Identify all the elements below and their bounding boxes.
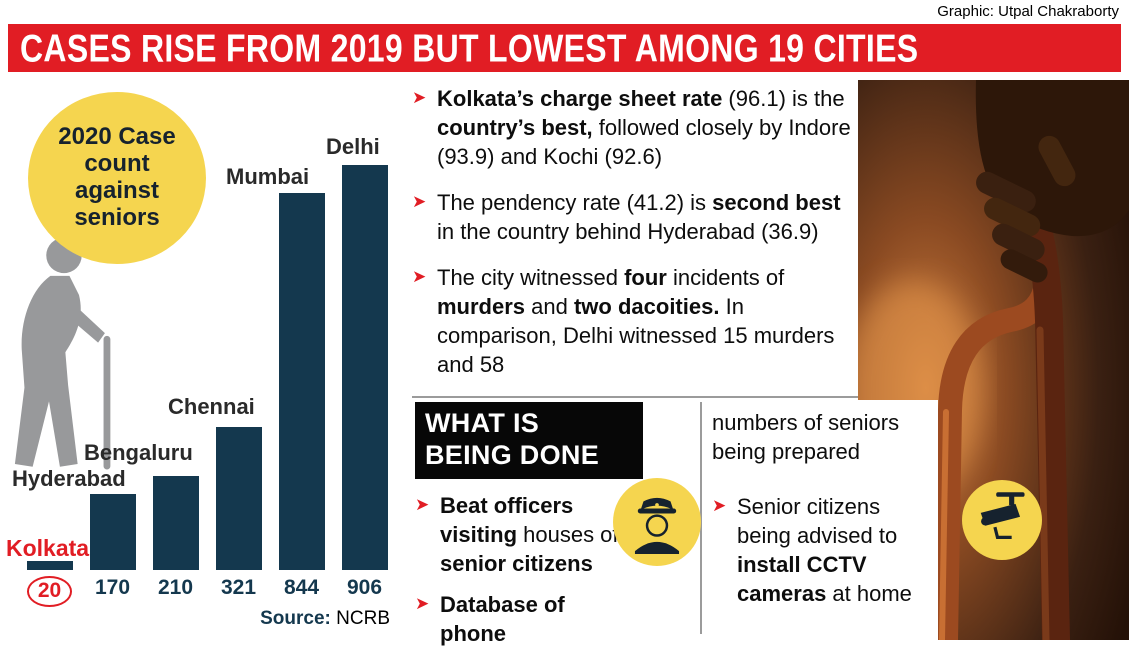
hands-canes-illustration [858,80,1129,640]
fact-text: The pendency rate (41.2) is second best … [437,190,841,245]
bar-bengaluru [152,476,199,570]
action-bullet-cctv: ➤ Senior citizens being advised to insta… [712,492,936,608]
bar-label-bengaluru: Bengaluru [84,440,193,465]
cctv-camera-glyph [980,492,1025,540]
bar-chart: 2020 Case count against seniors Kolkata H… [0,80,406,640]
arrow-bullet-icon: ➤ [712,496,727,516]
bar-chennai [215,427,262,570]
fact-bullet-charge-sheet: ➤ Kolkata’s charge sheet rate (96.1) is … [412,84,856,171]
actions-right-underlay [702,400,938,640]
bar-label-mumbai: Mumbai [226,164,310,189]
arrow-bullet-icon: ➤ [415,494,430,514]
bar-kolkata [26,561,73,570]
bar-delhi [341,165,388,570]
chart-labels: Kolkata Hyderabad Bengaluru Chennai Mumbai De… [0,80,406,640]
action-bullet-beat-officers: ➤ Beat officers visiting houses of senio… [415,491,620,578]
bar-hyderabad [89,494,136,570]
bar-value-bengaluru: 210 [157,576,194,599]
fact-text: The city witnessed four incidents of mur… [437,265,835,378]
chart-bars [18,165,396,570]
what-is-being-done-heading: WHAT IS BEING DONE [415,402,643,479]
action-text: Senior citizens being advised to install… [737,494,912,607]
bar-value-hyderabad: 170 [94,576,131,599]
key-facts: ➤ Kolkata’s charge sheet rate (96.1) is … [412,84,856,396]
chart-title-badge: 2020 Case count against seniors [28,92,206,264]
fact-bullet-incidents: ➤ The city witnessed four incidents of m… [412,263,856,379]
arrow-bullet-icon: ➤ [415,593,430,613]
fact-text: Kolkata’s charge sheet rate (96.1) is th… [437,86,851,170]
arrow-bullet-icon: ➤ [412,267,427,287]
arrow-bullet-icon: ➤ [412,88,427,107]
bar-value-mumbai: 844 [283,576,320,599]
police-officer-glyph [634,497,680,554]
bar-label-delhi: Delhi [326,134,380,159]
credit-line: Graphic: Utpal Chakraborty [937,3,1119,20]
bar-value-chennai: 321 [220,576,257,599]
bar-value-kolkata: 20 [26,576,73,607]
actions-column-right: numbers of seniors being prepared ➤ Seni… [712,408,936,608]
bar-mumbai [278,193,325,570]
actions-column-left: WHAT IS BEING DONE ➤ Beat officers visit… [415,402,707,648]
headline-banner: CASES RISE FROM 2019 BUT LOWEST AMONG 19… [8,24,1121,72]
action-text: Beat officers visiting houses of senior … [440,492,619,576]
action-text-continuation: numbers of seniors being prepared [712,410,900,465]
action-bullet-database: ➤ Database of phone [415,590,620,648]
bar-label-hyderabad: Hyderabad [12,466,126,491]
police-officer-icon [613,478,701,566]
chart-title-text: 2020 Case count against seniors [58,123,176,231]
photo-elderly-hand-holding-canes [858,80,1129,640]
chart-source: Source: NCRB [260,608,390,630]
elderly-person-icon [4,222,154,507]
action-text: Database of phone [440,591,565,646]
source-value: NCRB [336,608,390,629]
elderly-person-glyph [14,237,111,470]
vertical-divider [700,402,702,634]
bar-value-delhi: 906 [346,576,383,599]
chart-values-row: 20 170 210 321 844 906 [18,576,396,607]
arrow-bullet-icon: ➤ [412,192,427,212]
fact-bullet-pendency: ➤ The pendency rate (41.2) is second bes… [412,188,856,246]
bar-label-kolkata: Kolkata [6,535,90,561]
cctv-camera-icon [962,480,1042,560]
headline-text: CASES RISE FROM 2019 BUT LOWEST AMONG 19… [20,25,919,70]
horizontal-divider [412,396,858,398]
source-label: Source: [260,608,331,629]
bar-label-chennai: Chennai [168,394,255,419]
